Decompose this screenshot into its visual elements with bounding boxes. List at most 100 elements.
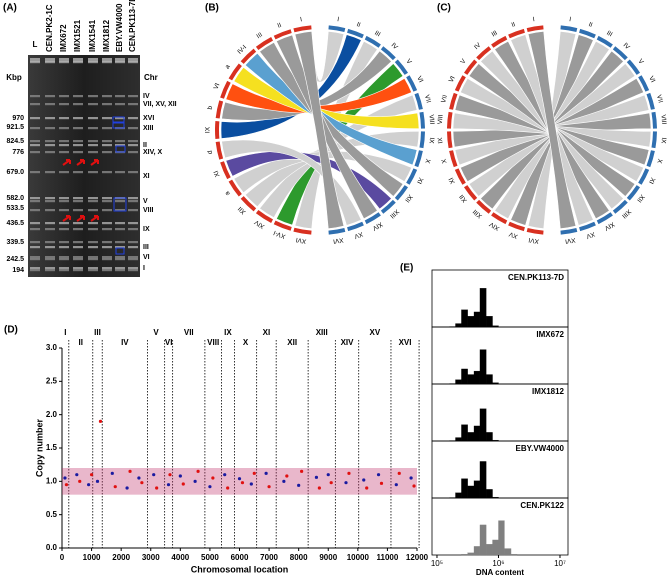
gel-band (59, 117, 69, 120)
chromosome-label: V (636, 58, 645, 66)
chromosome-arc (646, 150, 655, 168)
point (166, 483, 171, 487)
chromosome-label: VII (440, 94, 449, 104)
lane-label: CEN.PK2-1C (45, 4, 54, 52)
gel-band (128, 117, 138, 120)
chromosome-arc (638, 168, 650, 185)
point (140, 481, 144, 485)
chromosome-label: IV (390, 42, 400, 52)
chr-label: VI (143, 254, 150, 261)
chromosome-arc (273, 29, 292, 40)
x-tick-label: 10⁵ (431, 559, 443, 568)
chromosome-label: II (356, 21, 362, 29)
kbp-label: 921.5 (6, 124, 24, 131)
gel-band (128, 61, 138, 64)
gel-band (115, 103, 125, 106)
gel-band (30, 171, 40, 174)
histogram-bar (485, 374, 493, 385)
gel-band (59, 269, 69, 272)
arrow (62, 215, 71, 222)
y-tick-label: 1.0 (46, 476, 58, 485)
chromosome-label: II (511, 21, 517, 29)
kbp-label: 970 (12, 115, 24, 122)
chromosome-label: III (373, 30, 381, 39)
chromosome-arc (380, 199, 396, 214)
chromosome-arc (380, 46, 396, 61)
y-axis-title: Copy number (34, 419, 44, 478)
gel-band (115, 228, 125, 231)
gel-band (128, 144, 138, 147)
chromosome-arc (406, 75, 418, 92)
gel-band (73, 127, 83, 130)
chromosome-label: IX (427, 137, 435, 144)
well (115, 58, 125, 62)
point (297, 483, 301, 487)
point (347, 471, 351, 475)
chromosome-arc (638, 75, 650, 92)
arrow (90, 159, 99, 166)
point (196, 469, 200, 473)
gel-band (115, 241, 125, 244)
chromosome-arc (228, 63, 242, 81)
chromosome-label: VI (213, 82, 222, 91)
point (314, 475, 319, 479)
gel-band (102, 228, 112, 231)
well (59, 58, 69, 62)
point (64, 483, 69, 487)
point (87, 483, 91, 487)
gel-band (128, 228, 138, 231)
point (300, 469, 304, 473)
gel-band (45, 267, 55, 270)
chromosome-label: XI (415, 176, 424, 185)
histogram-bar (479, 288, 487, 328)
gel-band (88, 256, 98, 259)
well (45, 58, 55, 62)
chromosome-label: XV (585, 230, 596, 240)
chromosome-arc (560, 228, 578, 235)
x-tick-label: 0 (60, 553, 65, 562)
histogram-bar (479, 461, 487, 499)
point (226, 486, 230, 490)
gel-band (73, 171, 83, 174)
chromosome-arc (476, 46, 492, 61)
gel-band (30, 258, 40, 261)
arrow (76, 215, 85, 222)
noise-band (62, 468, 417, 495)
gel-band (102, 140, 112, 143)
gel-band (30, 269, 40, 272)
chr-label: II (143, 142, 147, 149)
gel-band (88, 61, 98, 64)
gel-band (45, 144, 55, 147)
chromosome-arc (626, 185, 641, 201)
chromosome-label: IV (121, 338, 129, 347)
point (193, 479, 197, 483)
gel-band (115, 95, 125, 98)
chromosome-label: IX (437, 136, 445, 143)
chr-label: XIV, X (143, 149, 163, 156)
gel-band (30, 241, 40, 244)
gel-band (45, 95, 55, 98)
histogram-bar (479, 524, 487, 556)
gel-band (128, 222, 138, 225)
chromosome-label: VI (448, 75, 457, 84)
gel-band (45, 151, 55, 154)
chromosome-label: I (300, 16, 303, 23)
point (137, 476, 141, 480)
point (317, 486, 321, 490)
chromosome-label: VIII (659, 114, 667, 125)
gel-band (128, 103, 138, 106)
chromosome-label: VIII (427, 114, 435, 125)
gel-band (59, 197, 69, 200)
y-tick-label: 1.5 (46, 443, 58, 452)
x-tick-label: 4000 (171, 553, 189, 562)
x-tick-label: 3000 (142, 553, 160, 562)
ribbon (294, 31, 345, 229)
x-tick-label: 5000 (201, 553, 219, 562)
x-tick-label: 10000 (347, 553, 370, 562)
gel-band (128, 256, 138, 259)
chromosome-label: III (94, 328, 101, 337)
histogram-bar (473, 480, 481, 499)
y-tick-label: 2.5 (46, 376, 58, 385)
gel-band (102, 246, 112, 249)
gel-band (115, 256, 125, 259)
